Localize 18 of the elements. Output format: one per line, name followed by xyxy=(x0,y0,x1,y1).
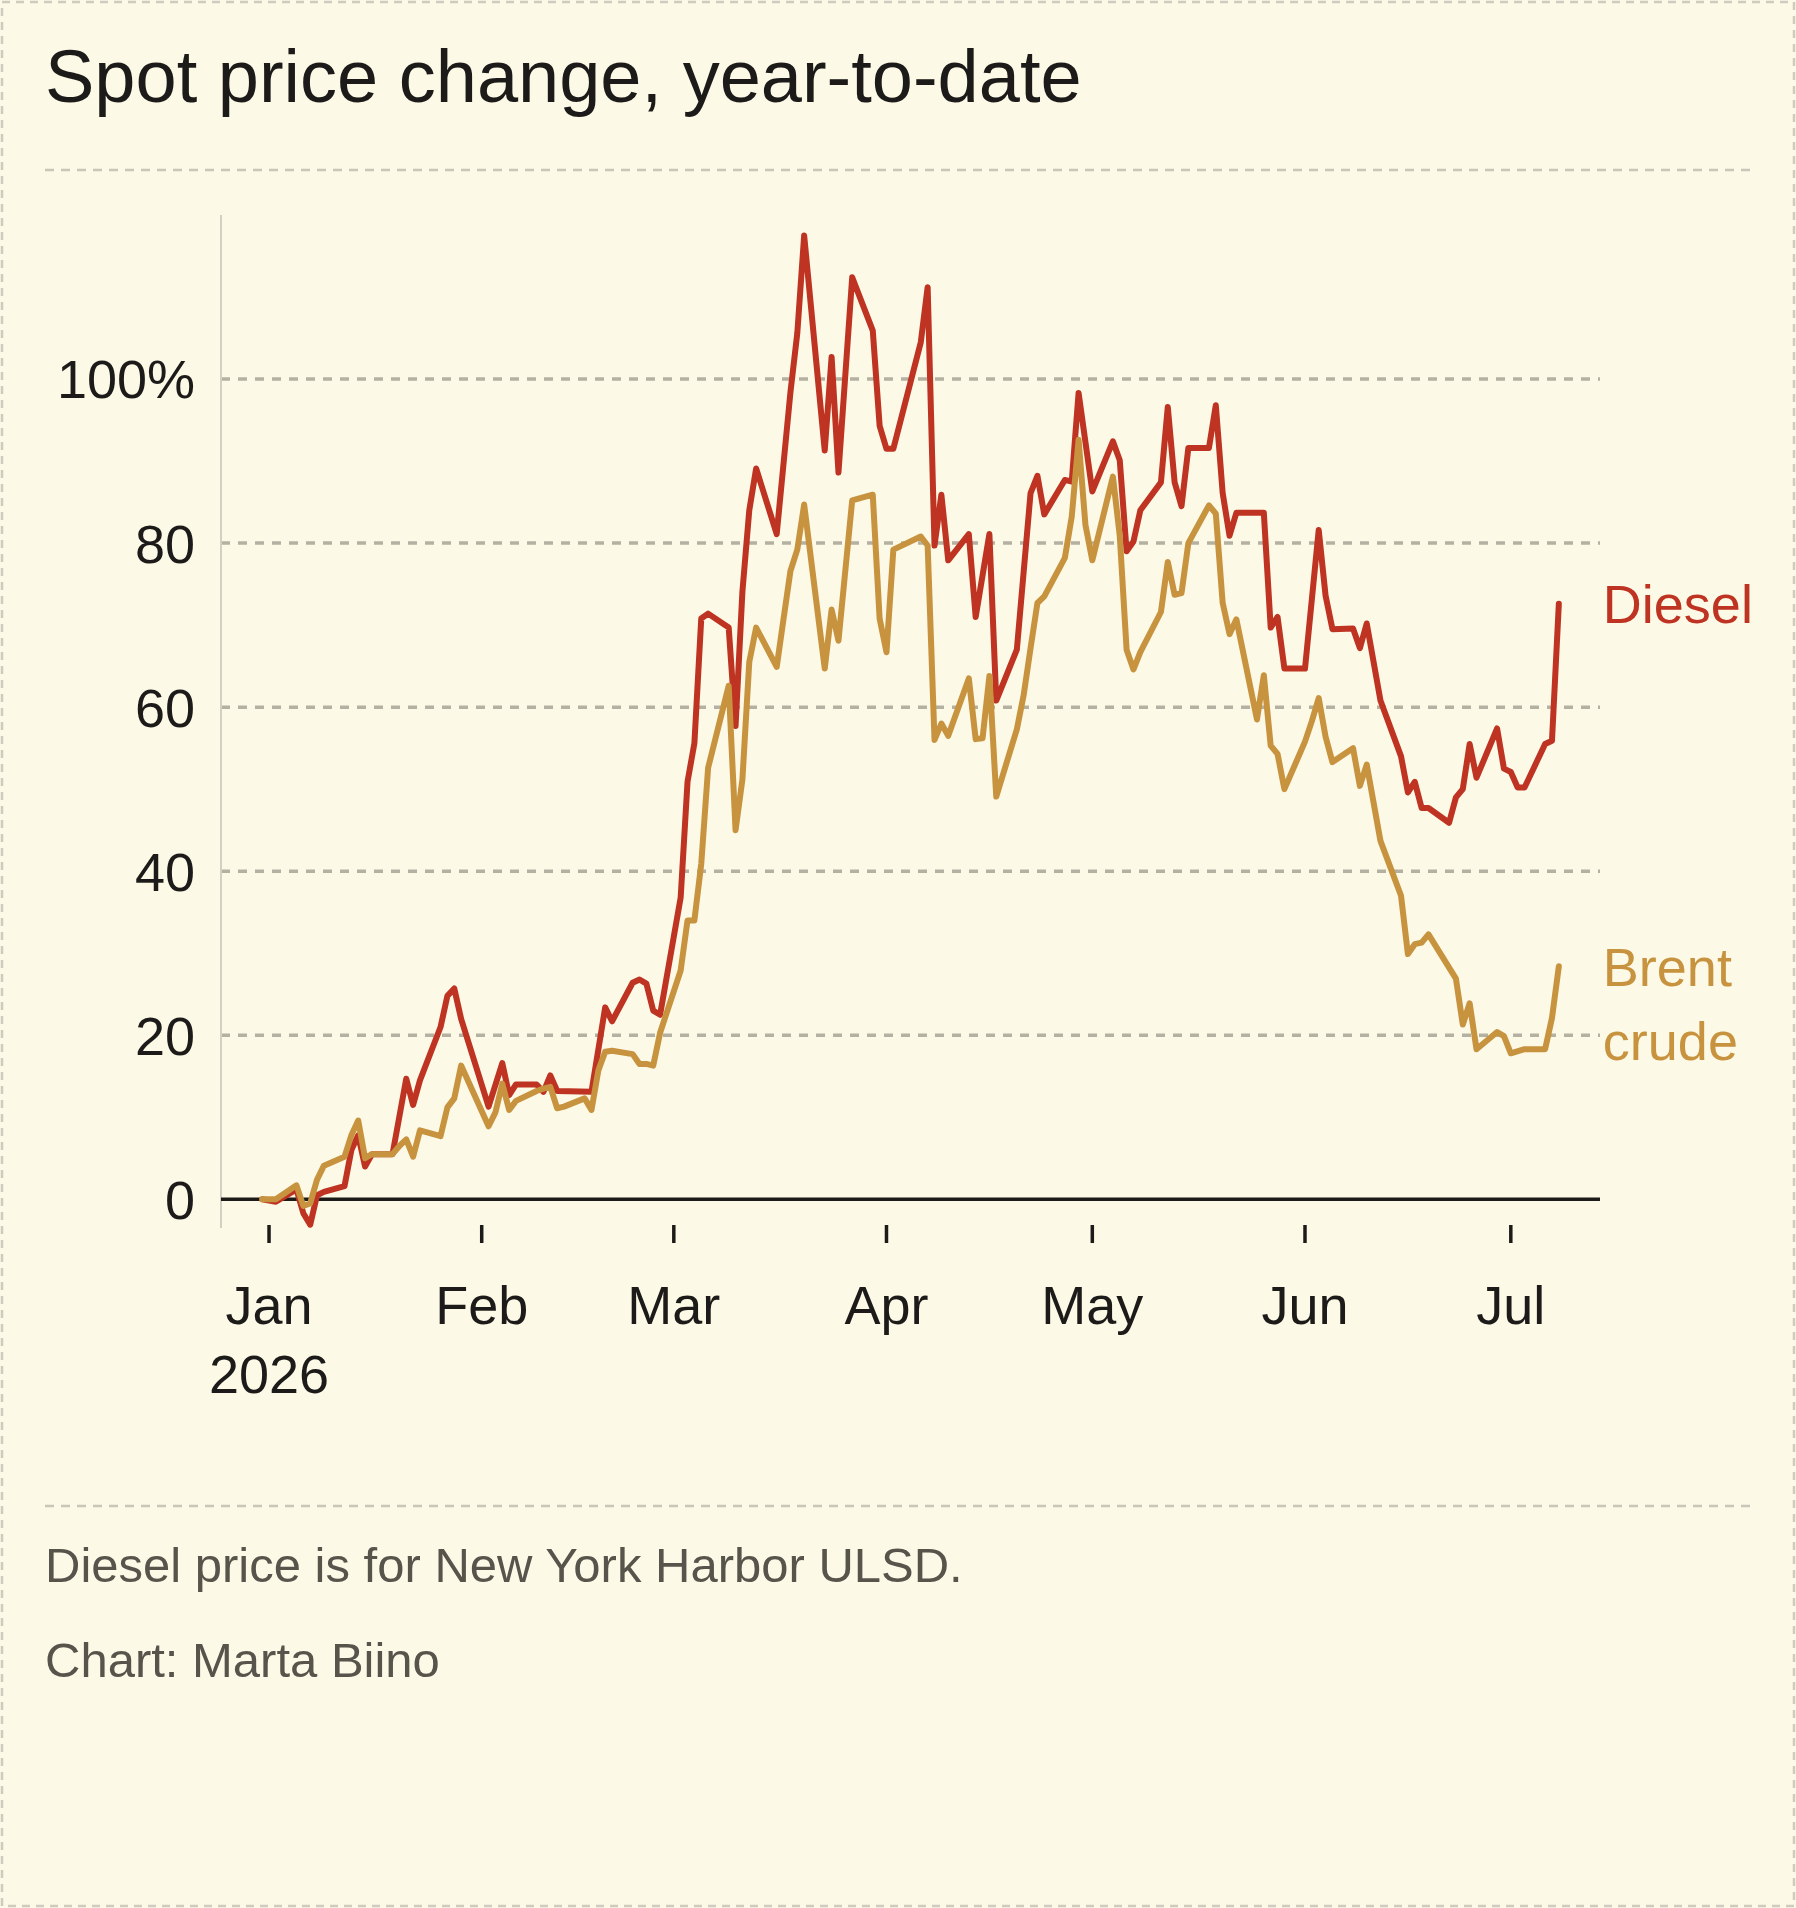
text: Chart: Marta Biino xyxy=(45,1633,440,1687)
series-label: Brent crude xyxy=(1602,936,1738,1071)
series-label: Diesel xyxy=(1602,574,1753,635)
x-tick-label: May xyxy=(1041,1275,1144,1335)
x-tick-label: Jun xyxy=(1261,1275,1349,1335)
y-tick-label: 80 xyxy=(134,513,195,574)
y-tick-label: 100% xyxy=(56,349,195,410)
x-tick-label: Jul xyxy=(1476,1275,1546,1335)
x-tick-label: Feb xyxy=(435,1275,529,1335)
y-tick-label: 20 xyxy=(134,1005,195,1066)
text: Diesel price is for New York Harbor ULSD. xyxy=(45,1538,963,1592)
x-tick-label: Apr xyxy=(844,1275,929,1335)
y-tick-label: 40 xyxy=(134,841,195,902)
y-tick-label: 60 xyxy=(134,677,195,738)
x-tick-label: Jan 2026 xyxy=(208,1275,330,1404)
x-tick-label: Mar xyxy=(627,1275,721,1335)
chart-title: Spot price change, year-to-date xyxy=(45,35,1082,118)
y-tick-label: 0 xyxy=(164,1169,195,1230)
